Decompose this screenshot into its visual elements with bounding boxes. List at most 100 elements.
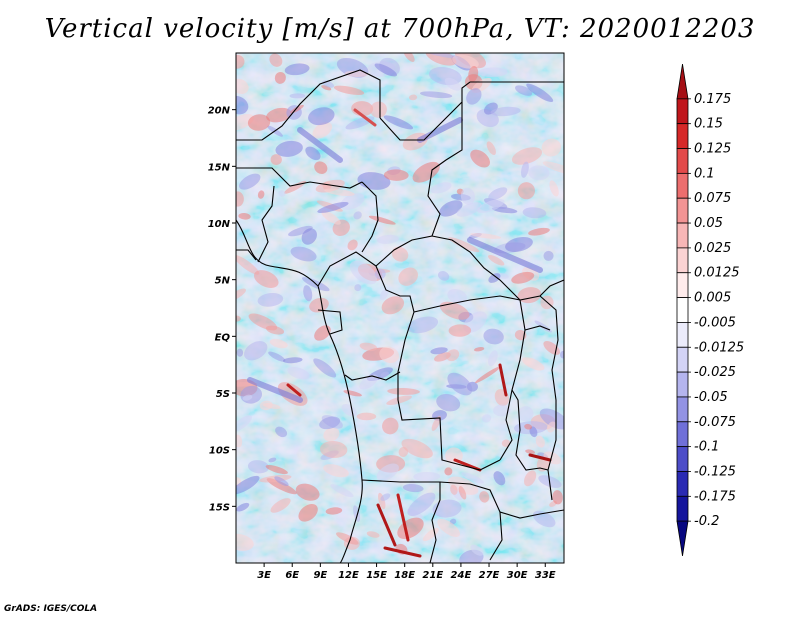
- field-cell: [336, 532, 359, 545]
- colorbar-swatch: [676, 222, 689, 249]
- field-cell: [408, 94, 418, 101]
- field-cell: [439, 200, 463, 217]
- y-tick-label: 20N: [208, 106, 231, 117]
- field-cell: [236, 191, 244, 207]
- field-cell: [340, 193, 365, 210]
- colorbar-label: 0.05: [694, 216, 723, 231]
- field-cell: [353, 211, 362, 220]
- field-streak: [247, 377, 303, 403]
- field-cell: [236, 533, 254, 551]
- y-tick-label: 15S: [209, 502, 230, 513]
- colorbar-label: -0.1: [694, 440, 719, 455]
- field-cell: [370, 101, 387, 118]
- field-cell: [257, 292, 284, 307]
- field-cell: [542, 161, 564, 175]
- colorbar-label: 0.075: [694, 191, 731, 206]
- field-cell: [266, 478, 297, 495]
- colorbar-swatch: [676, 520, 689, 557]
- y-tick-label: EQ: [215, 332, 231, 343]
- colorbar-label: 0.025: [694, 241, 731, 256]
- field-cell: [236, 382, 258, 387]
- velocity-field: [236, 53, 564, 563]
- field-cell: [398, 446, 409, 458]
- colorbar-label: -0.2: [694, 514, 719, 529]
- field-cell: [461, 472, 484, 484]
- field-cell: [236, 415, 252, 432]
- field-cell: [430, 347, 448, 355]
- field-cell: [283, 357, 303, 364]
- field-streak: [498, 363, 508, 397]
- field-cell: [274, 71, 286, 84]
- field-cell: [305, 146, 321, 161]
- field-cell: [470, 233, 502, 239]
- field-cell: [368, 215, 396, 225]
- field-cell: [313, 358, 337, 378]
- field-cell: [236, 348, 244, 357]
- field-cell: [481, 414, 492, 423]
- field-cell: [491, 206, 518, 214]
- field-cell: [444, 77, 462, 91]
- field-cell: [238, 212, 251, 220]
- field-cell: [354, 284, 362, 292]
- field-cell: [314, 161, 328, 175]
- y-tick-label: 5S: [216, 389, 230, 400]
- field-cell: [270, 498, 291, 513]
- field-cell: [356, 412, 377, 421]
- field-cell: [431, 415, 442, 431]
- page-title: Vertical velocity [m/s] at 700hPa, VT: 2…: [44, 14, 756, 44]
- field-cell: [265, 325, 285, 335]
- field-cell: [466, 88, 482, 105]
- field-cell: [236, 114, 254, 131]
- field-cell: [437, 518, 460, 538]
- field-cell: [378, 492, 386, 510]
- field-cell: [266, 107, 292, 123]
- map-frame: [235, 52, 565, 564]
- y-tick-label: 15N: [208, 162, 231, 173]
- colorbar-swatch: [676, 247, 689, 274]
- colorbar-label: -0.175: [694, 489, 736, 504]
- colorbar-label: -0.125: [694, 464, 736, 479]
- field-cell: [488, 273, 501, 283]
- field-cell: [386, 395, 412, 405]
- colorbar-swatch: [676, 421, 689, 448]
- field-cell: [483, 328, 504, 345]
- field-cell: [298, 503, 318, 522]
- y-tick-label: 5N: [215, 276, 231, 287]
- y-tick-label: 10S: [209, 446, 230, 457]
- colorbar-swatch: [676, 172, 689, 199]
- map-panel: 3E 6E 9E 12E 15E 18E 21E 24E 27E 30E 33E 20N 15N 10N…: [208, 52, 565, 581]
- field-cell: [263, 403, 281, 410]
- colorbar-swatch: [676, 396, 689, 423]
- colorbar-label: -0.05: [694, 390, 728, 405]
- x-tick-label: 6E: [285, 570, 299, 581]
- field-cell: [275, 140, 303, 157]
- field-cell: [278, 190, 286, 197]
- x-tick-label: 33E: [535, 570, 556, 581]
- field-cell: [524, 470, 537, 487]
- field-cell: [437, 271, 450, 281]
- field-cell: [239, 173, 261, 190]
- field-cell: [379, 289, 389, 300]
- field-cell: [458, 486, 467, 500]
- field-cell: [247, 114, 271, 131]
- field-cell: [236, 78, 249, 94]
- field-cell: [517, 182, 535, 200]
- field-cell: [439, 301, 470, 320]
- field-cell: [401, 438, 433, 459]
- x-tick-label: 24E: [451, 570, 472, 581]
- field-cell: [535, 435, 545, 448]
- field-cell: [381, 296, 405, 315]
- field-cell: [517, 406, 534, 422]
- field-cell: [474, 347, 485, 352]
- field-cell: [488, 255, 505, 266]
- field-cell: [275, 426, 288, 438]
- field-cell: [525, 449, 536, 455]
- field-cell: [376, 234, 399, 244]
- field-cell: [520, 161, 529, 178]
- field-cell: [549, 180, 559, 197]
- field-cell: [379, 346, 400, 363]
- colorbar-swatch: [676, 446, 689, 472]
- colorbar-swatch: [676, 322, 689, 348]
- field-cell: [236, 434, 243, 448]
- field-cell: [430, 182, 452, 194]
